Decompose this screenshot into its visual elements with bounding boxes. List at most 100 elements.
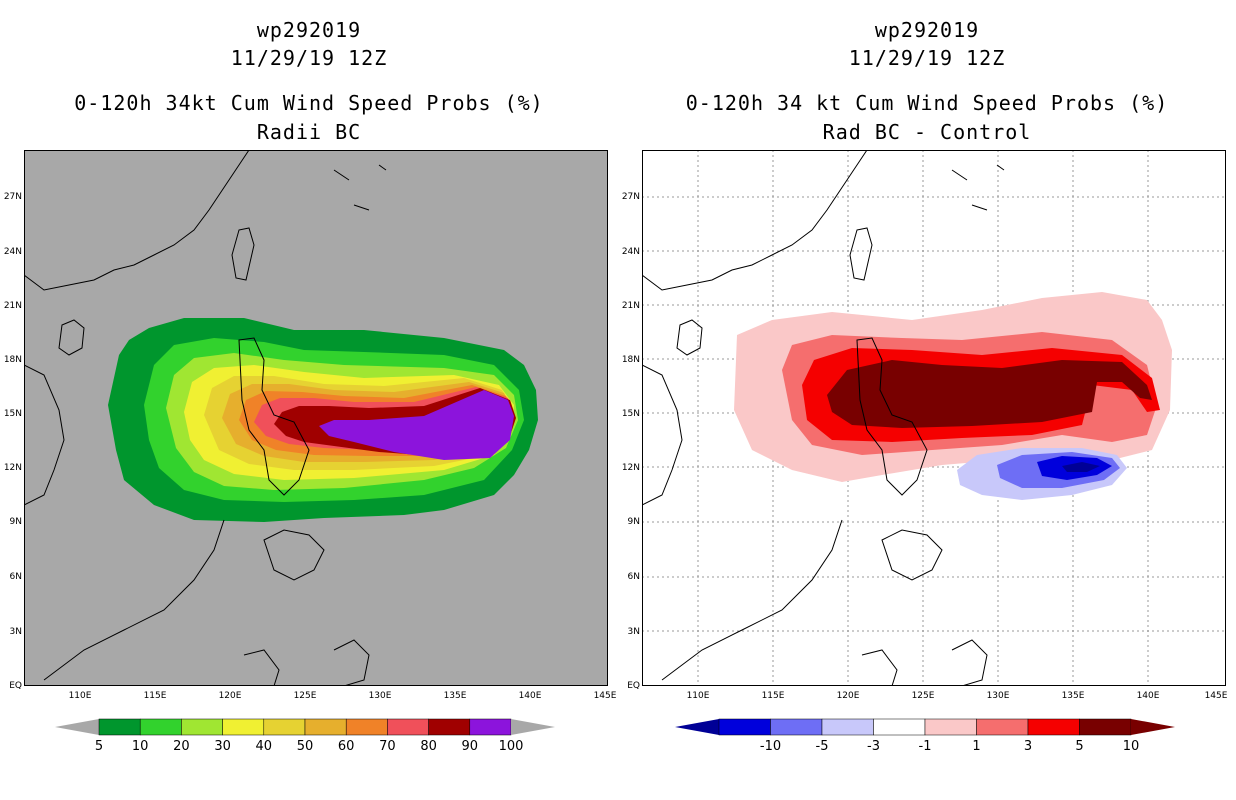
lat-label: 24N [3,247,22,257]
left-coastlines [24,150,387,686]
colorbar-label: 80 [420,739,437,754]
right-storm-id: wp292019 [874,18,980,42]
right-coastlines [642,150,1005,686]
left-date: 11/29/19 12Z [230,46,388,70]
lon-label: 130E [986,691,1010,701]
colorbar-swatch [139,718,182,736]
colorbar-swatch [924,718,977,736]
colorbar-swatch [718,718,771,736]
lat-label: 27N [621,192,640,202]
lon-label: 135E [1061,691,1085,701]
left-map-frame [24,150,608,686]
right-difference-field [734,292,1172,500]
lon-label: 130E [368,691,392,701]
colorbar-swatch [1027,718,1080,736]
colorbar-high-arrow [511,719,555,735]
right-panel: wp292019 11/29/19 12Z 0-120h 34 kt Cum W… [618,0,1236,800]
colorbar-label: -10 [759,739,782,754]
diff-neg-10 [1062,462,1100,472]
lat-label: 21N [621,301,640,311]
lat-label: 15N [621,409,640,419]
lat-label: 9N [627,517,640,527]
lon-label: 110E [686,691,710,701]
colorbar-low-arrow [55,719,99,735]
diff-10 [827,360,1152,428]
lat-label: 18N [621,355,640,365]
right-map [642,150,1226,686]
colorbar-swatch [976,718,1029,736]
colorbar-swatch [181,718,223,736]
colorbar-label: 50 [296,739,314,754]
colorbar-swatch [98,718,141,736]
colorbar-swatch [821,718,874,736]
colorbar-label: -5 [815,739,829,754]
right-product-title: 0-120h 34 kt Cum Wind Speed Probs (%) [685,91,1169,115]
left-panel: wp292019 11/29/19 12Z 0-120h 34kt Cum Wi… [3,18,617,754]
right-subtitle: Rad BC - Control [822,120,1032,144]
left-probability-swath [108,318,538,522]
colorbar-swatch [263,718,306,736]
lon-label: 140E [1136,691,1160,701]
colorbar-swatch [345,718,388,736]
colorbar-low-arrow [675,719,719,735]
lon-label: 125E [911,691,935,701]
lon-label: 115E [143,691,167,701]
colorbar-label: 10 [131,739,149,754]
left-map [24,150,608,686]
lat-label: EQ [627,681,640,691]
colorbar-swatch [469,718,512,736]
lat-label: 24N [621,247,640,257]
prob-90 [319,390,514,460]
colorbar-swatch [428,718,471,736]
colorbar-label: 3 [1023,739,1033,754]
lat-label: EQ [9,681,22,691]
lon-label: 140E [518,691,542,701]
lon-label: 135E [443,691,467,701]
right-date: 11/29/19 12Z [848,46,1006,70]
right-map-frame [642,150,1226,686]
left-colorbar [55,718,555,736]
left-product-title: 0-120h 34kt Cum Wind Speed Probs (%) [74,91,544,115]
lon-label: 125E [293,691,317,701]
colorbar-swatch [873,718,926,736]
colorbar-label: 90 [461,739,479,754]
lat-label: 6N [627,572,640,582]
colorbar-label: -3 [867,739,880,754]
lat-label: 18N [3,355,22,365]
lon-label: 145E [593,691,617,701]
lon-label: 120E [836,691,860,701]
colorbar-swatch [304,718,347,736]
lat-label: 15N [3,409,22,419]
lat-label: 6N [9,572,22,582]
lat-label: 27N [3,192,22,202]
colorbar-label: 5 [1075,739,1084,754]
colorbar-label: 10 [1122,739,1140,754]
colorbar-swatch [222,718,265,736]
lat-label: 21N [3,301,22,311]
lat-label: 3N [9,627,22,637]
colorbar-label: -1 [918,739,932,754]
lat-label: 12N [621,463,640,473]
left-storm-id: wp292019 [256,18,362,42]
lat-label: 3N [627,627,640,637]
colorbar-label: 40 [255,739,273,754]
colorbar-swatch [770,718,823,736]
colorbar-high-arrow [1131,719,1175,735]
lat-label: 9N [9,517,22,527]
colorbar-label: 1 [972,739,981,754]
colorbar-label: 5 [94,739,104,754]
right-colorbar [675,718,1175,736]
colorbar-swatch [387,718,429,736]
lon-label: 110E [68,691,92,701]
lon-label: 115E [761,691,785,701]
colorbar-label: 20 [173,739,190,754]
colorbar-label: 60 [337,739,355,754]
lon-label: 145E [1204,691,1228,701]
colorbar-label: 100 [498,739,524,754]
colorbar-swatch [1079,718,1132,736]
colorbar-label: 70 [379,739,396,754]
lat-label: 12N [3,463,22,473]
colorbar-label: 30 [214,739,231,754]
left-subtitle: Radii BC [256,120,362,144]
lon-label: 120E [218,691,242,701]
